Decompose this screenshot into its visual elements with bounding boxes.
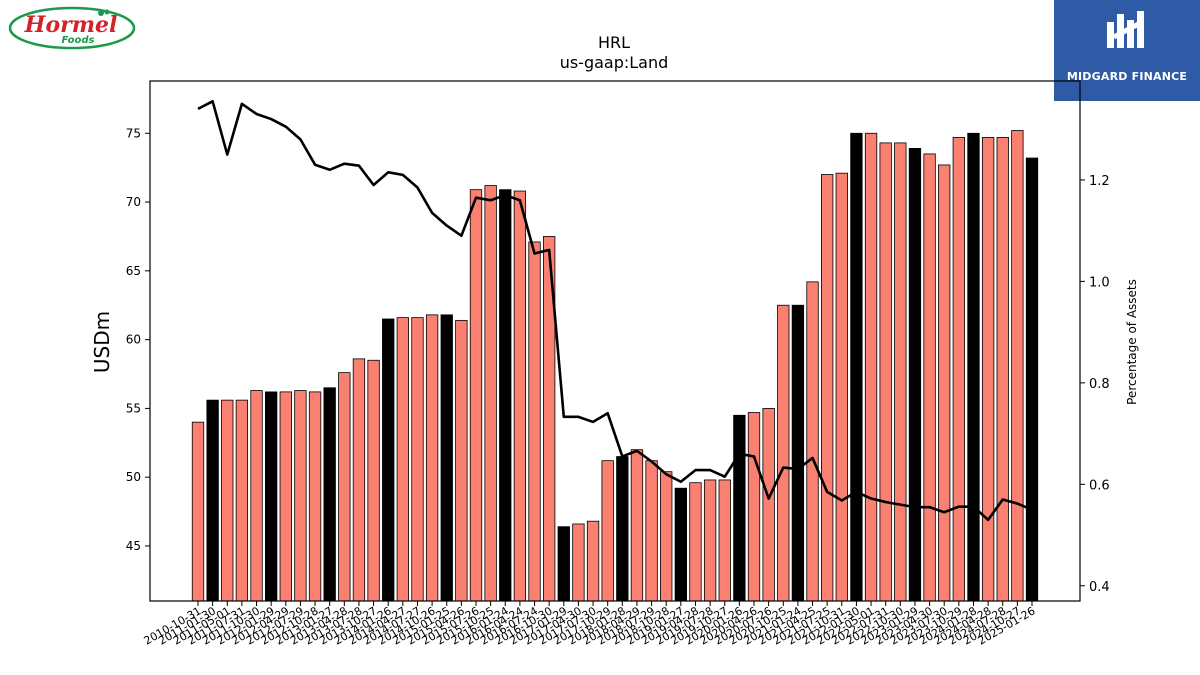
bar-2022-01-30 <box>850 132 863 602</box>
bar-2023-01-29 <box>908 148 922 602</box>
bar-2011-10-30 <box>250 390 263 602</box>
bar-2015-04-26 <box>455 319 468 602</box>
bar-2012-07-29 <box>294 390 307 602</box>
bar-2019-07-28 <box>703 479 717 602</box>
y2-tick-label: 0.4 <box>1089 580 1110 595</box>
bar-2012-10-28 <box>308 391 322 602</box>
bar-2014-01-26 <box>382 318 395 602</box>
bar-2013-10-27 <box>367 359 380 602</box>
bar-2024-07-28 <box>996 136 1009 602</box>
bar-2012-04-29 <box>279 391 292 602</box>
plot-frame <box>149 80 1081 602</box>
bar-2017-10-29 <box>601 460 614 602</box>
bar-2015-10-25 <box>484 185 497 602</box>
bar-2013-01-27 <box>323 387 336 602</box>
bar-2011-01-30 <box>206 399 219 602</box>
y2-tick-label: 1.0 <box>1089 275 1110 290</box>
bar-2021-04-25 <box>806 281 819 602</box>
bar-2020-01-26 <box>733 414 746 602</box>
bar-2016-07-24 <box>528 241 541 602</box>
hormel-logo-graphic: Hormel Foods <box>8 6 136 50</box>
hormel-foods-logo: Hormel Foods <box>8 5 138 55</box>
bar-2021-07-25 <box>821 174 834 602</box>
bar-2010-10-31 <box>191 421 205 602</box>
bar-2019-04-28 <box>689 482 702 602</box>
bar-2020-10-25 <box>777 304 790 602</box>
bar-2019-01-27 <box>674 487 687 602</box>
bar-2022-07-31 <box>879 142 892 602</box>
bar-2023-07-30 <box>938 164 951 602</box>
bar-2022-05-01 <box>864 132 878 602</box>
midgard-finance-wordmark: MIDGARD FINANCE <box>1066 70 1188 83</box>
midgard-finance-logo: MIDGARD FINANCE <box>1054 0 1200 101</box>
bar-2018-07-29 <box>645 460 658 602</box>
bar-2018-10-28 <box>660 471 673 602</box>
midgard-logo-mark <box>1107 11 1144 48</box>
bar-2017-01-29 <box>557 526 570 602</box>
bar-2020-07-26 <box>762 408 775 602</box>
percentage-of-assets-line <box>197 99 1033 522</box>
bar-2019-10-27 <box>718 479 731 602</box>
bar-2020-04-26 <box>747 412 761 602</box>
bar-2013-07-28 <box>352 358 366 602</box>
bar-2011-05-01 <box>221 399 234 602</box>
y-tick-label: 60 <box>126 333 141 347</box>
y-axis-right: 0.4 0.6 0.8 1.0 1.2 <box>1080 174 1110 595</box>
svg-text:Hormel: Hormel <box>24 12 118 38</box>
y2-tick-label: 0.8 <box>1089 377 1110 392</box>
y-tick-label: 55 <box>126 401 141 415</box>
svg-text:Foods: Foods <box>62 35 95 46</box>
bar-2023-04-30 <box>923 153 936 602</box>
y-tick-label: 70 <box>126 195 141 209</box>
bar-2025-01-26 <box>1025 157 1039 602</box>
y2-tick-label: 0.6 <box>1089 478 1110 493</box>
bar-2017-04-30 <box>572 523 585 602</box>
bar-2018-04-29 <box>630 449 644 602</box>
bar-2014-04-27 <box>396 317 409 602</box>
y-tick-label: 65 <box>126 264 141 278</box>
bar-2012-01-29 <box>265 391 278 602</box>
chart-subtitle: us-gaap:Land <box>560 53 669 72</box>
bar-2016-04-24 <box>513 190 527 602</box>
bar-2015-01-25 <box>440 314 453 602</box>
chart-title: HRL <box>598 33 630 52</box>
y-axis-label: USDm <box>90 311 114 373</box>
line-series <box>197 99 1033 522</box>
bar-2021-10-31 <box>835 172 848 602</box>
x-axis: 2010-10-312011-01-302011-05-012011-07-31… <box>142 601 1038 648</box>
bar-2023-10-29 <box>952 136 965 602</box>
bar-2015-07-26 <box>469 189 483 602</box>
y2-tick-label: 1.2 <box>1089 174 1110 189</box>
bar-2014-07-27 <box>411 317 424 602</box>
bar-2018-01-28 <box>616 456 629 602</box>
y-tick-label: 75 <box>126 126 141 140</box>
y-axis-left: 45 50 55 60 65 70 75 <box>126 126 150 553</box>
bar-2013-04-28 <box>338 372 351 602</box>
bar-2022-10-30 <box>894 142 907 602</box>
bar-2021-01-24 <box>791 304 805 602</box>
bar-2016-01-24 <box>499 189 512 602</box>
y2-axis-label: Percentage of Assets <box>1125 279 1139 405</box>
y-tick-label: 50 <box>126 470 141 484</box>
bar-2024-10-27 <box>1011 130 1024 602</box>
bar-2024-01-28 <box>967 132 980 602</box>
bar-2017-07-30 <box>586 520 600 602</box>
bar-2024-04-28 <box>981 136 995 602</box>
y-tick-label: 45 <box>126 539 141 553</box>
bar-2011-07-31 <box>235 399 249 602</box>
bar-2014-10-26 <box>425 314 439 602</box>
bar-series <box>191 130 1039 602</box>
